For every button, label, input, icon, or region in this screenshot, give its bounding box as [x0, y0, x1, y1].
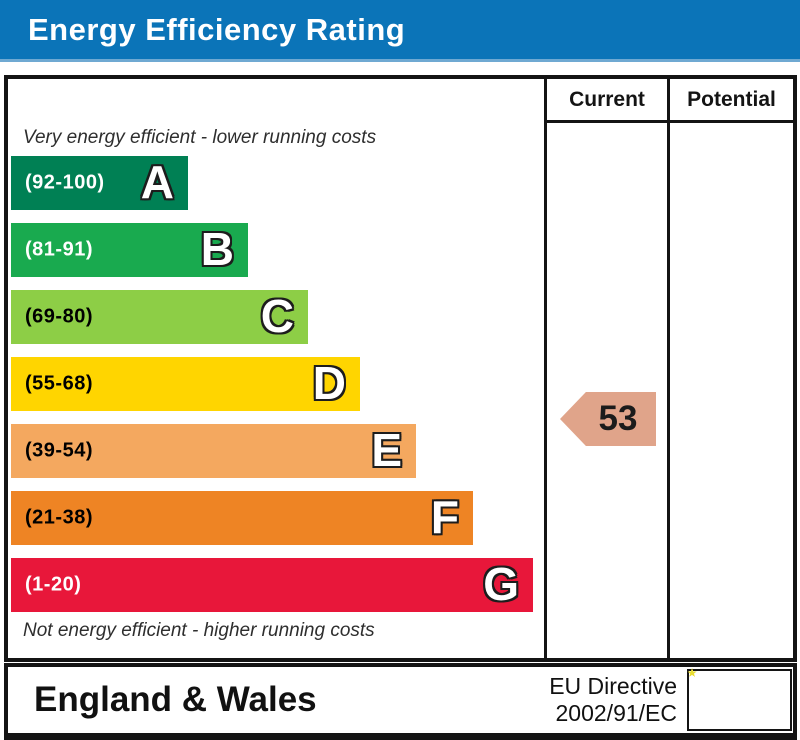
bottom-note: Not energy efficient - higher running co… — [23, 620, 375, 641]
page-title: Energy Efficiency Rating — [28, 11, 406, 47]
top-note: Very energy efficient - lower running co… — [23, 127, 377, 148]
title-bar: Energy Efficiency Rating — [0, 0, 800, 62]
band-a-range: (92-100) — [25, 171, 105, 194]
band-g-letter: G — [483, 558, 519, 611]
band-c-range: (69-80) — [25, 305, 93, 328]
band-f-range: (21-38) — [25, 506, 93, 529]
column-divider-potential — [667, 79, 670, 658]
band-e: (39-54) E — [11, 424, 416, 478]
band-d: (55-68) D — [11, 357, 360, 411]
band-b-letter: B — [200, 223, 234, 276]
band-d-range: (55-68) — [25, 372, 93, 395]
band-c: (69-80) C — [11, 290, 308, 344]
band-e-letter: E — [371, 424, 402, 477]
header-divider — [544, 120, 793, 123]
band-d-letter: D — [312, 357, 346, 410]
region-label: England & Wales — [34, 680, 317, 719]
band-g: (1-20) G — [11, 558, 533, 612]
energy-rating-chart: Current Potential Very energy efficient … — [4, 75, 797, 662]
band-g-range: (1-20) — [25, 573, 82, 596]
column-header-current: Current — [569, 87, 645, 111]
eu-directive-label: EU Directive 2002/91/EC — [549, 672, 677, 726]
current-rating-value: 53 — [598, 399, 638, 438]
eu-flag-icon: ★ ★ ★ ★ ★ ★ ★ ★ ★ ★ ★ ★ — [687, 668, 792, 731]
column-header-potential: Potential — [687, 87, 776, 111]
band-a: (92-100) A — [11, 156, 188, 210]
band-f-letter: F — [430, 491, 459, 544]
footer-bar: England & Wales EU Directive 2002/91/EC ★… — [4, 663, 797, 740]
column-divider-current — [544, 79, 547, 658]
current-rating-arrow: 53 — [560, 392, 656, 446]
band-b: (81-91) B — [11, 223, 248, 277]
band-b-range: (81-91) — [25, 238, 93, 261]
band-f: (21-38) F — [11, 491, 473, 545]
band-c-letter: C — [260, 290, 294, 343]
band-e-range: (39-54) — [25, 439, 93, 462]
band-a-letter: A — [140, 156, 174, 209]
